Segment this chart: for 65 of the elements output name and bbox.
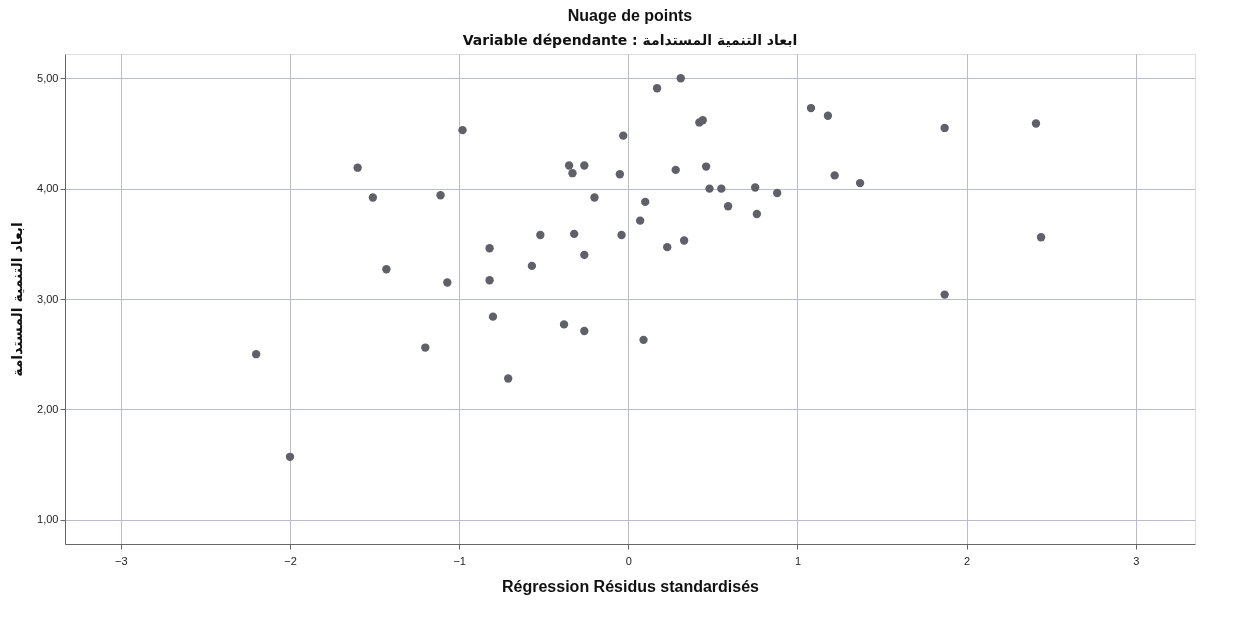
point	[830, 171, 839, 180]
x-tick-label: 2	[964, 554, 971, 567]
point	[580, 250, 589, 260]
point	[639, 335, 648, 345]
point	[617, 230, 626, 240]
y-axis-title: ابعاد التنمية المستدامة	[9, 222, 26, 377]
x-tick-label: −3	[115, 554, 128, 567]
x-tick-label: −1	[453, 554, 466, 567]
point	[568, 169, 577, 178]
point	[353, 163, 362, 172]
point	[717, 184, 726, 193]
point	[488, 312, 498, 321]
y-tick-label: 3,00	[37, 292, 59, 305]
x-tick-label: 0	[625, 554, 632, 567]
point	[701, 162, 711, 171]
point	[652, 84, 662, 93]
point	[823, 111, 833, 120]
point	[443, 278, 452, 287]
point	[752, 209, 762, 219]
x-axis-title: Régression Résidus standardisés	[502, 577, 760, 595]
point	[485, 244, 494, 253]
point	[536, 230, 545, 240]
point	[751, 183, 760, 192]
point	[436, 191, 445, 200]
point	[527, 261, 537, 271]
point	[615, 170, 625, 179]
point	[569, 229, 579, 239]
point	[285, 452, 295, 461]
point	[580, 161, 589, 170]
point	[671, 165, 680, 175]
point	[590, 193, 599, 202]
point	[635, 216, 645, 225]
point	[679, 236, 689, 245]
point	[940, 290, 949, 299]
point	[641, 197, 650, 207]
y-tick-label: 2,00	[37, 402, 59, 415]
point	[663, 242, 672, 252]
point	[1031, 119, 1041, 128]
point	[485, 276, 494, 285]
point	[676, 74, 685, 83]
point	[504, 374, 513, 383]
chart-title: Nuage de points	[567, 7, 693, 24]
point	[705, 184, 714, 193]
x-tick-label: 3	[1133, 554, 1140, 567]
point	[368, 193, 378, 202]
chart-subtitle: Variable dépendante : ابعاد التنمية المستدامة	[462, 32, 798, 48]
point	[723, 202, 733, 211]
y-tick-label: 1,00	[37, 513, 59, 526]
point	[772, 188, 782, 198]
point	[421, 343, 430, 352]
point	[559, 320, 569, 329]
x-tick-label: −2	[284, 554, 297, 567]
point	[251, 350, 261, 359]
point	[382, 265, 391, 274]
point	[580, 326, 589, 336]
point	[458, 125, 467, 135]
x-tick-label: 1	[794, 554, 802, 567]
point	[1036, 233, 1046, 242]
y-tick-label: 4,00	[37, 182, 59, 195]
point	[564, 161, 574, 170]
y-tick-label: 5,00	[37, 71, 59, 84]
point	[806, 103, 816, 113]
point	[855, 178, 865, 188]
point	[940, 123, 949, 133]
point	[619, 131, 628, 140]
